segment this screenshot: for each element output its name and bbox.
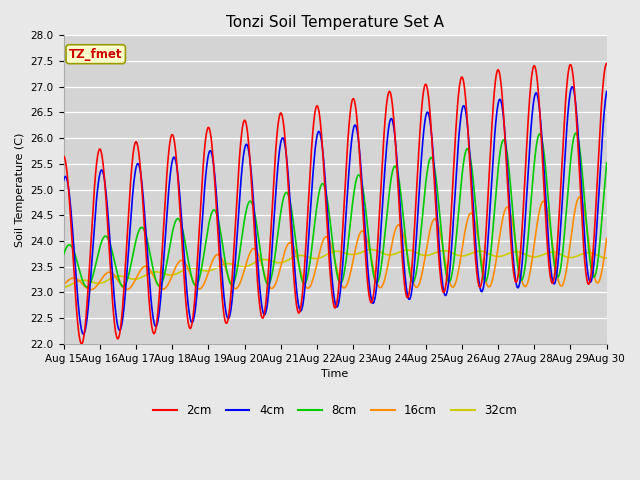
32cm [420, 252, 428, 258]
32cm [241, 264, 249, 270]
4cm [181, 260, 189, 266]
Legend: 2cm, 4cm, 8cm, 16cm, 32cm: 2cm, 4cm, 8cm, 16cm, 32cm [148, 399, 522, 421]
16cm [539, 199, 547, 204]
X-axis label: Time: Time [321, 369, 349, 379]
8cm [420, 201, 428, 207]
2cm [168, 132, 175, 138]
Line: 2cm: 2cm [63, 64, 607, 344]
8cm [168, 234, 175, 240]
Line: 4cm: 4cm [63, 87, 607, 334]
16cm [242, 264, 250, 269]
8cm [60, 252, 67, 258]
32cm [180, 267, 188, 273]
8cm [539, 139, 547, 145]
4cm [568, 84, 576, 90]
16cm [420, 263, 428, 268]
16cm [491, 267, 499, 273]
2cm [539, 156, 547, 162]
Y-axis label: Soil Temperature (C): Soil Temperature (C) [15, 132, 25, 247]
16cm [603, 236, 611, 241]
32cm [603, 255, 611, 261]
4cm [242, 143, 250, 148]
32cm [367, 247, 375, 252]
Line: 16cm: 16cm [63, 197, 607, 290]
8cm [242, 212, 250, 217]
Text: TZ_fmet: TZ_fmet [69, 48, 122, 60]
2cm [420, 88, 428, 94]
2cm [78, 341, 86, 347]
8cm [491, 207, 499, 213]
4cm [168, 162, 175, 168]
Title: Tonzi Soil Temperature Set A: Tonzi Soil Temperature Set A [226, 15, 444, 30]
32cm [539, 252, 547, 258]
4cm [80, 331, 88, 337]
4cm [491, 134, 499, 140]
8cm [572, 130, 579, 136]
4cm [539, 143, 547, 149]
16cm [168, 274, 175, 280]
4cm [420, 130, 428, 135]
2cm [181, 284, 189, 289]
2cm [242, 118, 250, 124]
2cm [491, 86, 499, 92]
2cm [603, 61, 611, 67]
2cm [60, 153, 67, 159]
32cm [491, 253, 499, 259]
32cm [60, 285, 67, 290]
16cm [181, 260, 189, 265]
16cm [87, 287, 95, 293]
4cm [60, 178, 67, 183]
Line: 32cm: 32cm [63, 250, 607, 288]
8cm [83, 284, 91, 290]
4cm [603, 89, 611, 95]
16cm [575, 194, 583, 200]
8cm [181, 237, 189, 243]
Line: 8cm: 8cm [63, 133, 607, 287]
8cm [603, 160, 611, 166]
32cm [167, 272, 175, 278]
16cm [60, 282, 67, 288]
